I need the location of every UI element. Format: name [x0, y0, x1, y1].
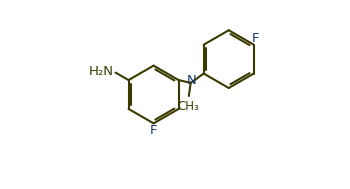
Text: F: F: [252, 32, 259, 45]
Text: H₂N: H₂N: [89, 65, 114, 78]
Text: N: N: [187, 74, 196, 87]
Text: CH₃: CH₃: [177, 100, 199, 113]
Text: F: F: [150, 124, 158, 137]
